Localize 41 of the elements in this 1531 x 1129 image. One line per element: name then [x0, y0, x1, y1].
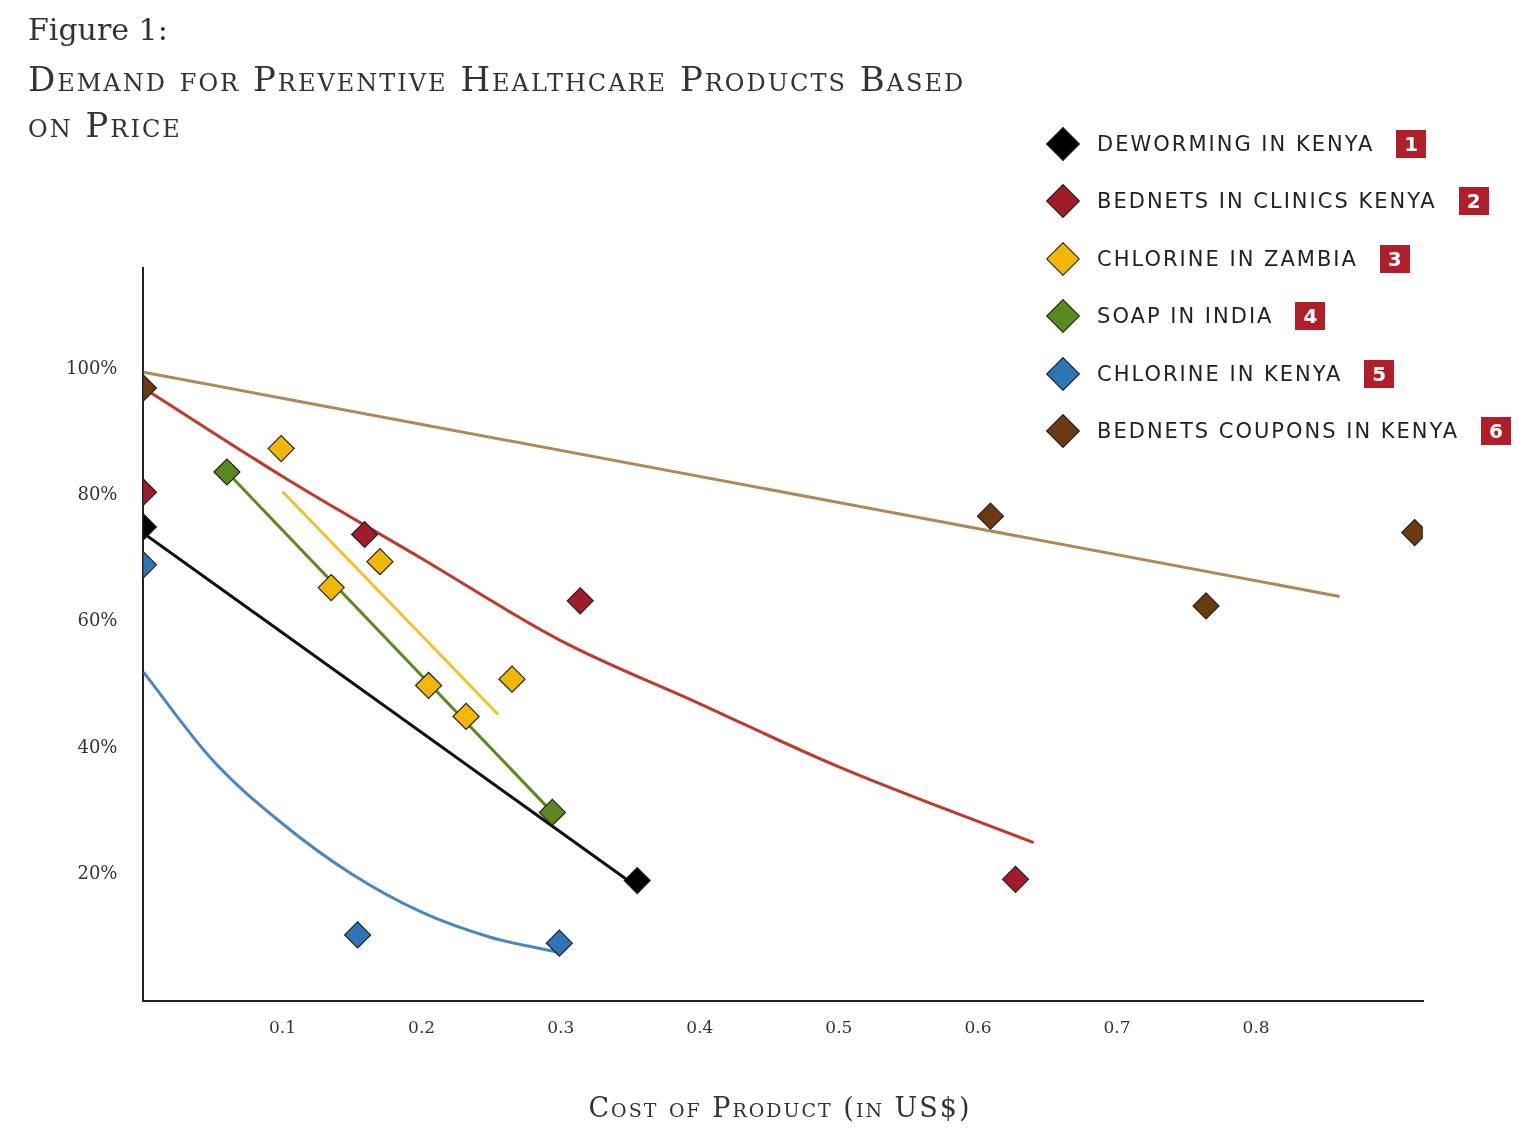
legend-label: DEWORMING IN KENYA [1097, 131, 1375, 156]
legend-label: SOAP IN INDIA [1097, 304, 1274, 329]
annotation: 4 [1295, 302, 1326, 331]
x-tick-label: 0.2 [408, 1017, 436, 1038]
point [452, 702, 480, 730]
legend-label: CHLORINE IN KENYA [1097, 361, 1343, 386]
annotation: 3 [1379, 244, 1410, 273]
chart-title: Figure 1: [28, 12, 168, 47]
point [538, 798, 566, 826]
text: 2 [1458, 187, 1489, 216]
legend-label: BEDNETS IN CLINICS KENYA [1097, 189, 1437, 214]
point [213, 458, 241, 486]
point [545, 929, 573, 957]
point [366, 548, 394, 576]
x-tick-label: 0.4 [686, 1017, 714, 1038]
x-tick-label: 0.6 [964, 1017, 992, 1038]
point [414, 671, 443, 700]
legend-label: CHLORINE IN ZAMBIA [1097, 246, 1358, 271]
text: 1 [1396, 129, 1427, 158]
y-tick-label: 100% [65, 356, 118, 378]
chart-subtitle: Demand for Preventive Healthcare Products Based on Price [28, 58, 967, 147]
x-tick-label: 0.5 [825, 1017, 853, 1038]
point [498, 665, 526, 693]
x-tick-label: 0.8 [1242, 1017, 1270, 1038]
point [317, 573, 345, 602]
x-tick-label: 0.3 [547, 1017, 575, 1038]
x-axis-title: Cost of Product (in US$) [587, 1092, 973, 1123]
text: 6 [1481, 417, 1511, 446]
y-tick-label: 60% [77, 609, 118, 631]
point [1001, 865, 1030, 893]
x-tick-label: 0.7 [1103, 1017, 1131, 1038]
y-tick-label: 20% [77, 861, 118, 883]
legend-label: BEDNETS COUPONS IN KENYA [1097, 419, 1460, 444]
annotation: 5 [1364, 359, 1395, 388]
x-tick-label: 0.1 [269, 1017, 297, 1038]
y-tick-label: 40% [77, 735, 118, 757]
point [267, 435, 295, 463]
point [351, 520, 379, 549]
point [566, 587, 594, 615]
point [344, 921, 372, 949]
y-tick-label: 80% [77, 483, 118, 505]
